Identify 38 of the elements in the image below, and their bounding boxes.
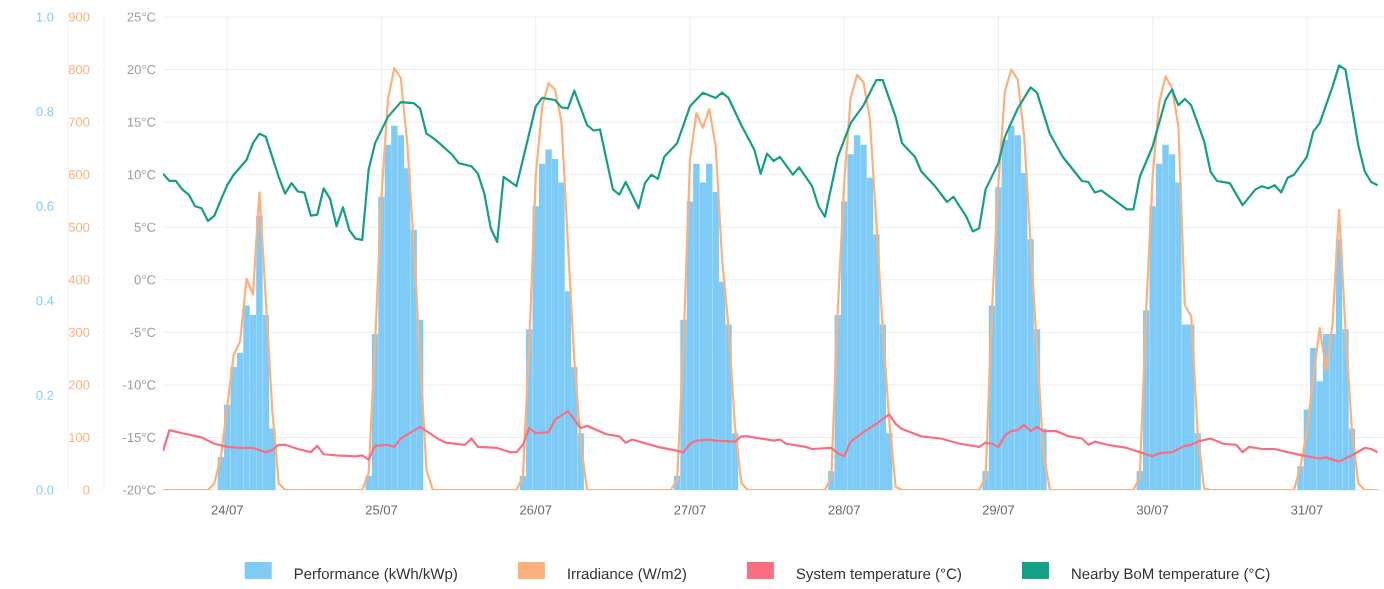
y2-tick-label: 900 (68, 12, 90, 22)
x-tick-label: 24/07 (211, 505, 243, 515)
y2-tick-label: 0 (83, 485, 90, 495)
y3-tick-label: 0.8 (36, 107, 54, 117)
y3-tick-label: 0.6 (36, 201, 54, 211)
x-tick-label: 30/07 (1136, 505, 1169, 515)
legend-label: System temperature (°C) (796, 568, 961, 583)
y2-tick-label: 500 (68, 222, 90, 232)
legend-label: Performance (kWh/kWp) (294, 568, 457, 583)
y-tick-label: -10°C (123, 380, 156, 390)
x-tick-label: 28/07 (828, 505, 860, 515)
y3-tick-label: 0.2 (36, 390, 54, 400)
y-tick-label: 15°C (127, 117, 156, 127)
y-tick-label: -15°C (123, 432, 156, 443)
y2-tick-label: 100 (69, 432, 90, 443)
y2-tick-label: 400 (68, 275, 90, 285)
y-tick-label: -5°C (130, 327, 156, 337)
y2-tick-label: 600 (68, 170, 90, 180)
y-tick-label: -20°C (123, 485, 156, 495)
x-tick-label: 26/07 (520, 505, 552, 515)
x-tick-label: 25/07 (365, 505, 398, 515)
x-tick-label: 29/07 (982, 505, 1015, 515)
y3-tick-label: 0.4 (36, 296, 54, 306)
y-tick-label: 10°C (127, 170, 156, 180)
x-tick-label: 31/07 (1291, 505, 1323, 515)
y2-tick-label: 700 (68, 117, 90, 127)
y-tick-label: 5°C (134, 222, 156, 232)
x-tick-label: 27/07 (674, 505, 706, 515)
y3-tick-label: 0.0 (36, 485, 54, 495)
y3-tick-label: 1.0 (36, 12, 54, 22)
y2-tick-label: 300 (68, 327, 90, 337)
y2-tick-label: 200 (68, 380, 90, 390)
y-tick-label: 25°C (127, 12, 156, 22)
legend-label: Irradiance (W/m2) (568, 568, 686, 583)
y-tick-label: 20°C (127, 64, 156, 75)
y2-tick-label: 800 (68, 64, 90, 75)
legend-label: Nearby BoM temperature (°C) (1072, 568, 1270, 583)
y-tick-label: 0°C (134, 275, 156, 285)
